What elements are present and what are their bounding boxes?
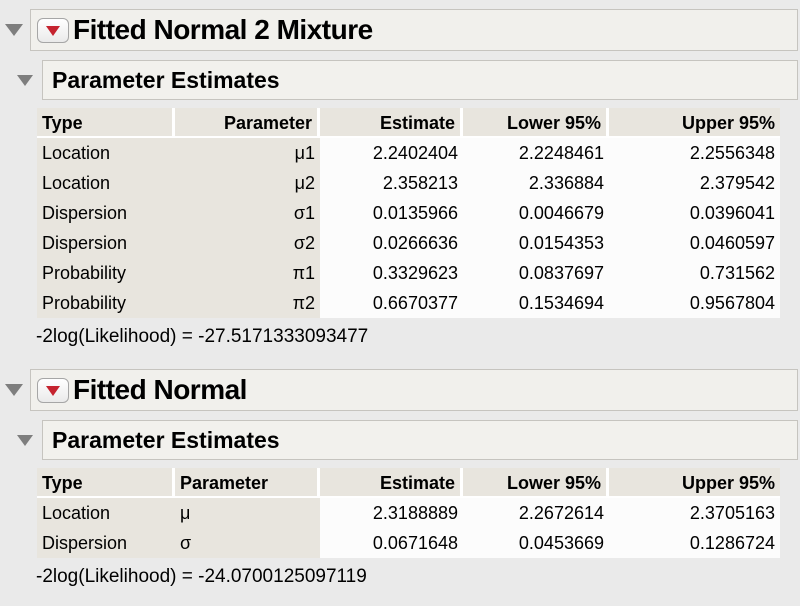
cell-type: Probability	[37, 288, 175, 318]
table-row: Dispersion σ1 0.0135966 0.0046679 0.0396041	[37, 198, 780, 228]
table-row: Location μ1 2.2402404 2.2248461 2.2556348	[37, 138, 780, 168]
table-header-row: Type Parameter Estimate Lower 95% Upper 95%	[37, 468, 780, 498]
cell-upper-95: 2.379542	[609, 168, 780, 198]
cell-estimate: 0.0135966	[320, 198, 463, 228]
table-row: Location μ 2.3188889 2.2672614 2.3705163	[37, 498, 780, 528]
column-header-lower-95: Lower 95%	[463, 108, 609, 138]
cell-upper-95: 2.2556348	[609, 138, 780, 168]
disclosure-zone	[0, 384, 30, 396]
cell-lower-95: 0.0046679	[463, 198, 609, 228]
cell-parameter: σ	[175, 528, 320, 558]
cell-estimate: 2.358213	[320, 168, 463, 198]
cell-estimate: 2.3188889	[320, 498, 463, 528]
table-row: Dispersion σ 0.0671648 0.0453669 0.1286724	[37, 528, 780, 558]
column-header-estimate: Estimate	[320, 108, 463, 138]
cell-estimate: 0.0671648	[320, 528, 463, 558]
column-header-upper-95: Upper 95%	[609, 468, 780, 498]
subsection-header-parameter-estimates: Parameter Estimates	[0, 60, 800, 100]
log-likelihood-note: -2log(Likelihood) = -27.5171333093477	[36, 326, 369, 347]
cell-type: Location	[37, 498, 175, 528]
cell-lower-95: 2.2248461	[463, 138, 609, 168]
cell-type: Dispersion	[37, 228, 175, 258]
disclosure-triangle-icon[interactable]	[17, 74, 33, 86]
cell-upper-95: 0.731562	[609, 258, 780, 288]
column-header-estimate: Estimate	[320, 468, 463, 498]
cell-parameter: μ2	[175, 168, 320, 198]
section-header-fitted-normal-2-mixture: Fitted Normal 2 Mixture	[0, 8, 800, 52]
section-header-fitted-normal: Fitted Normal	[0, 368, 800, 412]
parameter-estimates-table: Type Parameter Estimate Lower 95% Upper 95% L…	[37, 468, 780, 558]
subsection-title: Parameter Estimates	[52, 66, 280, 93]
section-title: Fitted Normal 2 Mixture	[73, 14, 373, 45]
subsection-title: Parameter Estimates	[52, 426, 280, 453]
table-header-row: Type Parameter Estimate Lower 95% Upper 95%	[37, 108, 780, 138]
red-triangle-icon	[46, 385, 60, 396]
cell-estimate: 0.3329623	[320, 258, 463, 288]
table-row: Dispersion σ2 0.0266636 0.0154353 0.0460597	[37, 228, 780, 258]
cell-parameter: μ1	[175, 138, 320, 168]
disclosure-triangle-icon[interactable]	[5, 384, 23, 396]
cell-upper-95: 0.9567804	[609, 288, 780, 318]
log-likelihood-note: -2log(Likelihood) = -24.0700125097119	[36, 566, 367, 587]
disclosure-zone	[0, 74, 42, 86]
cell-type: Dispersion	[37, 198, 175, 228]
cell-lower-95: 0.0453669	[463, 528, 609, 558]
table-row: Location μ2 2.358213 2.336884 2.379542	[37, 168, 780, 198]
outline-title-box: Parameter Estimates	[42, 60, 798, 100]
column-header-upper-95: Upper 95%	[609, 108, 780, 138]
outline-title-box: Fitted Normal 2 Mixture	[30, 9, 798, 51]
cell-lower-95: 2.2672614	[463, 498, 609, 528]
cell-type: Probability	[37, 258, 175, 288]
cell-lower-95: 0.1534694	[463, 288, 609, 318]
column-header-type: Type	[37, 468, 175, 498]
red-triangle-menu-button[interactable]	[37, 17, 69, 43]
parameter-estimates-table: Type Parameter Estimate Lower 95% Upper 95% L…	[37, 108, 780, 318]
cell-parameter: σ1	[175, 198, 320, 228]
cell-upper-95: 2.3705163	[609, 498, 780, 528]
column-header-parameter: Parameter	[175, 108, 320, 138]
cell-upper-95: 0.1286724	[609, 528, 780, 558]
disclosure-triangle-icon[interactable]	[5, 24, 23, 36]
cell-parameter: μ	[175, 498, 320, 528]
table-row: Probability π2 0.6670377 0.1534694 0.9567804	[37, 288, 780, 318]
column-header-parameter: Parameter	[175, 468, 320, 498]
outline-title-box: Parameter Estimates	[42, 420, 798, 460]
cell-type: Location	[37, 168, 175, 198]
subsection-header-parameter-estimates: Parameter Estimates	[0, 420, 800, 460]
cell-lower-95: 2.336884	[463, 168, 609, 198]
cell-parameter: π1	[175, 258, 320, 288]
disclosure-zone	[0, 24, 30, 36]
cell-estimate: 0.6670377	[320, 288, 463, 318]
column-header-lower-95: Lower 95%	[463, 468, 609, 498]
red-triangle-icon	[46, 25, 60, 36]
cell-upper-95: 0.0396041	[609, 198, 780, 228]
column-header-type: Type	[37, 108, 175, 138]
outline-title-box: Fitted Normal	[30, 369, 798, 411]
cell-parameter: π2	[175, 288, 320, 318]
disclosure-triangle-icon[interactable]	[17, 434, 33, 446]
section-title: Fitted Normal	[73, 374, 247, 405]
red-triangle-menu-button[interactable]	[37, 377, 69, 403]
cell-parameter: σ2	[175, 228, 320, 258]
cell-lower-95: 0.0837697	[463, 258, 609, 288]
cell-lower-95: 0.0154353	[463, 228, 609, 258]
table-row: Probability π1 0.3329623 0.0837697 0.731562	[37, 258, 780, 288]
cell-estimate: 0.0266636	[320, 228, 463, 258]
cell-type: Dispersion	[37, 528, 175, 558]
cell-estimate: 2.2402404	[320, 138, 463, 168]
cell-upper-95: 0.0460597	[609, 228, 780, 258]
disclosure-zone	[0, 434, 42, 446]
cell-type: Location	[37, 138, 175, 168]
